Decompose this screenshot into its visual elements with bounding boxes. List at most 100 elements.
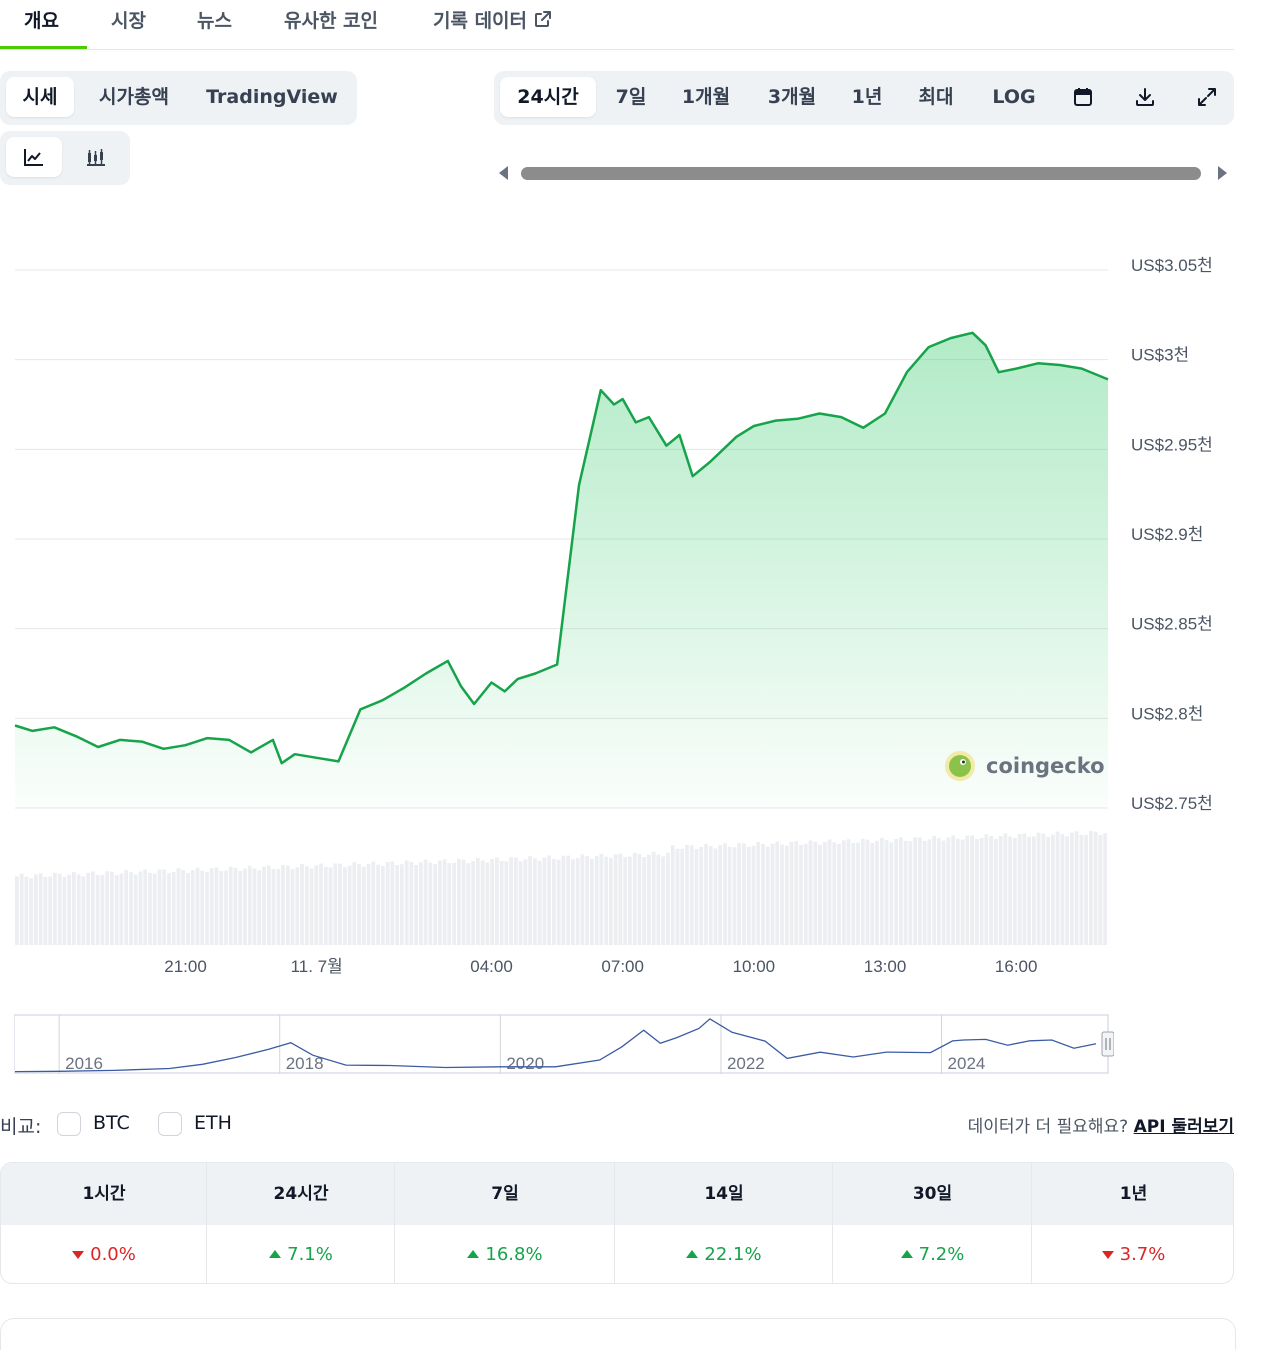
volume-bar bbox=[1022, 833, 1027, 945]
volume-bar bbox=[1013, 837, 1017, 945]
volume-bar bbox=[1017, 834, 1022, 945]
volume-bar bbox=[43, 877, 48, 945]
volume-bar bbox=[970, 835, 974, 945]
line-view-button[interactable] bbox=[6, 137, 62, 177]
header-14d: 14일 bbox=[704, 1184, 744, 1204]
change-table-header: 1시간 24시간 7일 14일 30일 1년 bbox=[1, 1163, 1233, 1225]
volume-bar bbox=[675, 848, 680, 945]
range-navigator[interactable]: 2016 2018 2020 2022 2024 bbox=[14, 1014, 1114, 1076]
compare-eth-label[interactable]: ETH bbox=[194, 1112, 232, 1134]
volume-bar bbox=[53, 872, 57, 945]
range-1y[interactable]: 1년 bbox=[851, 86, 883, 108]
volume-bar bbox=[181, 870, 186, 945]
price-change-table: 1시간 24시간 7일 14일 30일 1년 0.0% 7.1% 16.8% 2… bbox=[0, 1162, 1234, 1284]
tab-historical-data-label: 기록 데이터 bbox=[433, 10, 528, 32]
volume-bar bbox=[200, 870, 205, 945]
volume-bar bbox=[437, 860, 442, 945]
volume-bar bbox=[480, 860, 485, 945]
log-toggle[interactable]: LOG bbox=[992, 86, 1036, 108]
navigator-year-label: 2022 bbox=[727, 1054, 765, 1073]
x-tick-label: 16:00 bbox=[995, 957, 1038, 976]
volume-bar bbox=[366, 863, 371, 945]
volume-bar bbox=[984, 834, 989, 945]
volume-bar bbox=[580, 854, 585, 945]
up-arrow-icon bbox=[269, 1250, 282, 1258]
range-24h[interactable]: 24시간 bbox=[500, 77, 596, 117]
volume-bar bbox=[1051, 834, 1055, 945]
compare-btc-label[interactable]: BTC bbox=[93, 1112, 130, 1134]
volume-bar bbox=[552, 858, 556, 945]
volume-bar bbox=[461, 859, 466, 945]
y-tick-label: US$2.85천 bbox=[1131, 615, 1213, 634]
volume-bar bbox=[656, 854, 661, 945]
up-arrow-icon bbox=[467, 1250, 480, 1258]
volume-bar bbox=[808, 840, 813, 945]
compare-btc-checkbox[interactable] bbox=[57, 1112, 81, 1136]
header-1h: 1시간 bbox=[82, 1184, 126, 1204]
range-max[interactable]: 최대 bbox=[918, 86, 954, 108]
volume-bar bbox=[727, 846, 732, 945]
tab-news[interactable]: 뉴스 bbox=[197, 10, 232, 32]
volume-bar bbox=[670, 845, 675, 945]
volume-bar bbox=[414, 865, 418, 945]
volume-bar bbox=[257, 870, 262, 945]
volume-bar bbox=[342, 867, 347, 945]
navigator-handle[interactable] bbox=[1101, 1031, 1114, 1057]
up-arrow-icon bbox=[900, 1250, 913, 1258]
volume-bar bbox=[746, 846, 751, 945]
fullscreen-button[interactable] bbox=[1180, 77, 1234, 117]
scroll-right-arrow[interactable] bbox=[1218, 166, 1227, 180]
tab-similar-coins[interactable]: 유사한 코인 bbox=[284, 10, 379, 32]
range-1m[interactable]: 1개월 bbox=[681, 86, 731, 108]
range-7d[interactable]: 7일 bbox=[615, 86, 647, 108]
tradingview-tab[interactable]: TradingView bbox=[206, 86, 338, 108]
volume-bar bbox=[91, 871, 95, 945]
volume-bar bbox=[799, 844, 803, 945]
volume-bar bbox=[357, 864, 361, 945]
volume-bar bbox=[642, 857, 647, 945]
navigator-year-label: 2018 bbox=[286, 1054, 324, 1073]
price-chart[interactable]: US$3.05천 US$3천 US$2.95천 US$2.9천 US$2.85천 US$2… bbox=[0, 230, 1240, 990]
date-range-button[interactable] bbox=[1056, 77, 1110, 117]
api-explore-link[interactable]: API 둘러보기 bbox=[1133, 1117, 1234, 1137]
volume-bar bbox=[499, 861, 504, 945]
volume-bar bbox=[86, 872, 91, 945]
tab-markets[interactable]: 시장 bbox=[111, 10, 146, 32]
download-button[interactable] bbox=[1118, 77, 1172, 117]
volume-bar bbox=[129, 872, 133, 945]
volume-bar bbox=[922, 841, 927, 945]
market-cap-tab[interactable]: 시가총액 bbox=[99, 86, 169, 108]
volume-bar bbox=[813, 841, 818, 945]
volume-bar bbox=[989, 835, 993, 945]
column-divider bbox=[206, 1163, 207, 1283]
x-tick-label: 07:00 bbox=[601, 957, 644, 976]
volume-bar bbox=[908, 841, 913, 945]
scroll-left-arrow[interactable] bbox=[499, 166, 508, 180]
y-tick-label: US$2.75천 bbox=[1131, 794, 1213, 813]
volume-bar bbox=[276, 868, 281, 945]
candlestick-view-button[interactable] bbox=[68, 137, 124, 177]
volume-bar bbox=[998, 836, 1003, 945]
volume-bar bbox=[685, 844, 689, 945]
volume-bar bbox=[704, 843, 708, 945]
volume-bar bbox=[794, 841, 799, 945]
tab-overview[interactable]: 개요 bbox=[24, 10, 59, 32]
range-3m[interactable]: 3개월 bbox=[767, 86, 817, 108]
volume-bar bbox=[157, 869, 162, 945]
volume-bar bbox=[879, 837, 884, 945]
volume-bar bbox=[1008, 836, 1012, 945]
volume-bar bbox=[152, 873, 157, 945]
chart-scrollbar-thumb[interactable] bbox=[521, 167, 1201, 180]
x-tick-label: 11. 7월 bbox=[291, 957, 343, 976]
volume-bar bbox=[447, 863, 452, 945]
navigator-grid: 2016 2018 2020 2022 2024 bbox=[58, 1015, 985, 1074]
change-14d: 22.1% bbox=[615, 1225, 833, 1283]
volume-bar bbox=[371, 861, 376, 945]
volume-bar bbox=[518, 861, 523, 945]
tab-historical-data[interactable]: 기록 데이터 bbox=[433, 6, 553, 33]
volume-bar bbox=[827, 839, 832, 945]
volume-bar bbox=[290, 869, 295, 945]
compare-eth-checkbox[interactable] bbox=[158, 1112, 182, 1136]
price-tab[interactable]: 시세 bbox=[6, 77, 74, 117]
volume-bar bbox=[252, 868, 257, 945]
